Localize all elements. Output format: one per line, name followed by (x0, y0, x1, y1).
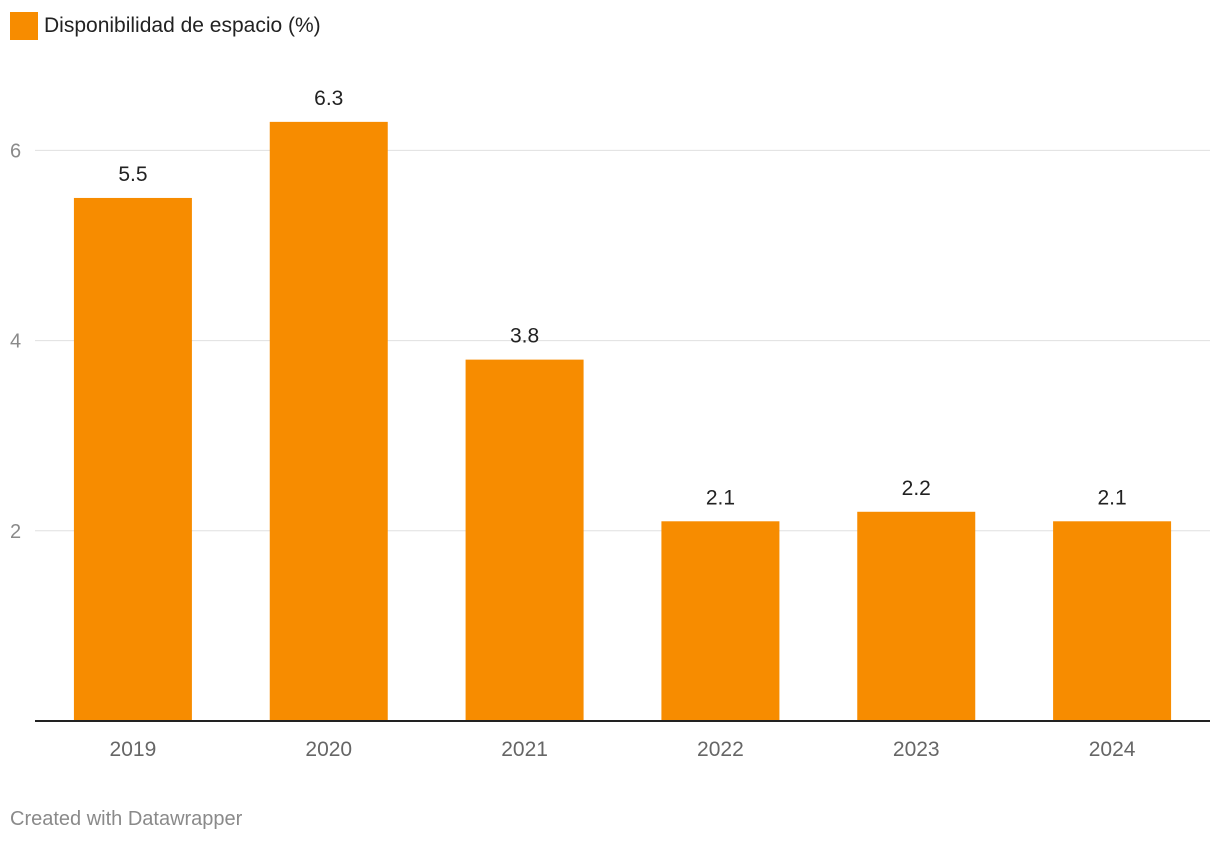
bar-2019 (73, 197, 192, 721)
y-tick-label: 6 (10, 140, 21, 162)
bar-2022 (661, 521, 780, 721)
bar-2023 (857, 511, 976, 721)
x-tick-label: 2020 (305, 738, 352, 761)
y-tick-label: 4 (10, 331, 21, 353)
legend-swatch (10, 12, 38, 40)
bar-2020 (269, 121, 388, 722)
data-label: 2.2 (902, 477, 931, 500)
data-label: 2.1 (706, 486, 735, 509)
data-label: 2.1 (1097, 486, 1126, 509)
x-tick-label: 2023 (893, 738, 940, 761)
data-label: 5.5 (118, 163, 147, 186)
x-tick-label: 2019 (110, 738, 157, 761)
bar-chart: 2 4 6 5.5 2019 6.3 2020 3.8 2021 2.1 2022 2.2 2023 2.… (10, 87, 1210, 761)
data-label: 3.8 (510, 325, 539, 348)
x-tick-label: 2021 (501, 738, 548, 761)
legend-label: Disponibilidad de espacio (%) (44, 14, 321, 37)
footer-credit[interactable]: Created with Datawrapper (10, 808, 243, 830)
y-tick-label: 2 (10, 521, 21, 543)
bar-2021 (465, 359, 584, 721)
legend: Disponibilidad de espacio (%) (10, 12, 321, 40)
data-label: 6.3 (314, 87, 343, 110)
bar-2024 (1053, 521, 1172, 721)
x-tick-label: 2024 (1089, 738, 1136, 761)
x-tick-label: 2022 (697, 738, 744, 761)
